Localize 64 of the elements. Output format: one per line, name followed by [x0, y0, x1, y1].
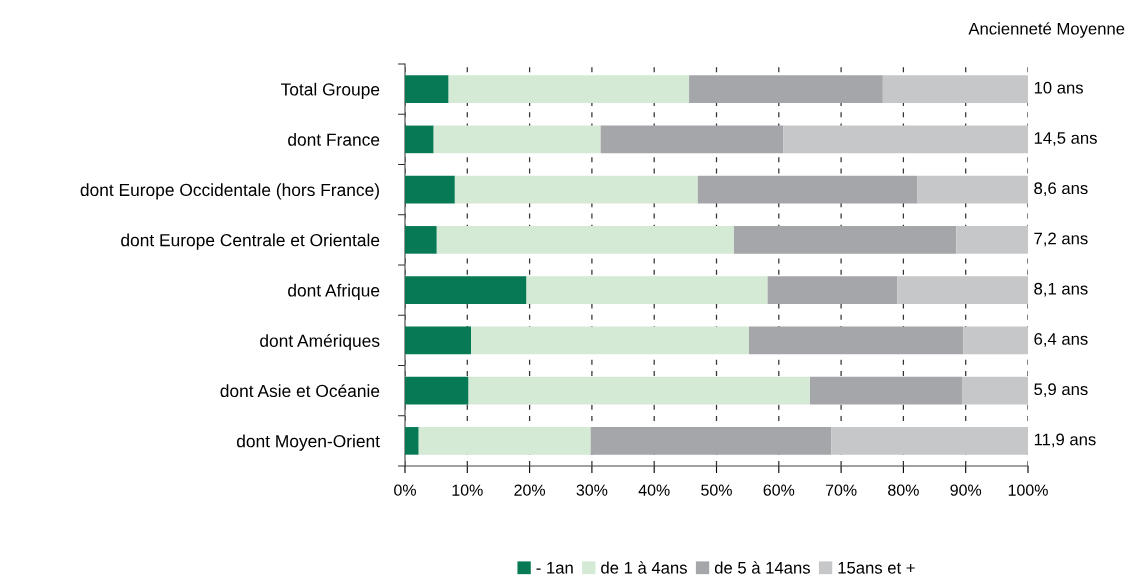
bar [405, 376, 469, 405]
text: 6,4 ans [1034, 333, 1088, 347]
bar [689, 75, 883, 103]
bar [405, 276, 527, 304]
bar [961, 376, 1028, 405]
bar [405, 125, 434, 154]
bar [897, 276, 1028, 304]
bar [831, 427, 1028, 455]
legend-label: de 1 à 4ans [601, 561, 687, 574]
text: 8,6 ans [1034, 182, 1088, 197]
y-tick-label: dont Moyen-Orient [236, 434, 380, 451]
x-tick-label: 70% [825, 484, 857, 496]
x-tick-label: 0% [394, 484, 416, 496]
bar [748, 326, 964, 355]
bar [471, 326, 749, 355]
bar [767, 276, 898, 304]
legend-label: de 5 à 14ans [714, 561, 810, 574]
bar [963, 326, 1028, 355]
text: 11,9 ans [1034, 433, 1096, 448]
text: Ancienneté Moyenne [968, 22, 1125, 38]
bar [448, 75, 690, 103]
text: 5,9 ans [1034, 383, 1088, 398]
bar [600, 125, 784, 154]
legend-label: - 1an [536, 562, 573, 574]
bar [783, 125, 1028, 154]
x-tick-label: 90% [950, 484, 982, 496]
y-tick-label: dont Amériques [260, 333, 380, 351]
bar [590, 427, 832, 455]
x-tick-label: 80% [888, 484, 919, 496]
y-tick-label: dont France [288, 133, 380, 146]
legend-label: 15ans et + [838, 562, 915, 574]
bar [809, 376, 962, 405]
text: 14,5 ans [1034, 132, 1097, 146]
x-tick-label: 100% [1008, 484, 1048, 496]
y-tick-label: Total Groupe [281, 82, 380, 100]
bar [526, 276, 768, 304]
bar [436, 226, 734, 254]
bar [882, 75, 1028, 103]
y-tick-label: dont Asie et Océanie [220, 384, 380, 398]
bar [433, 125, 601, 154]
y-tick-label: dont Afrique [288, 283, 380, 301]
text: 8,1 ans [1034, 282, 1088, 297]
x-tick-label: 50% [701, 484, 732, 496]
bar [956, 226, 1028, 254]
bar [733, 226, 957, 254]
x-tick-label: 30% [576, 484, 608, 496]
bar [454, 175, 698, 204]
bar [418, 427, 591, 455]
text: 10 ans [1034, 81, 1083, 94]
bar [405, 226, 437, 254]
bar [917, 175, 1028, 204]
bar [405, 175, 455, 204]
y-tick-label: dont Europe Centrale et Orientale [121, 233, 380, 250]
x-tick-label: 10% [452, 484, 483, 496]
x-tick-label: 20% [514, 484, 546, 496]
bar [405, 427, 419, 455]
bar [405, 75, 449, 103]
x-tick-label: 40% [638, 484, 670, 496]
bar [468, 376, 810, 405]
text: 7,2 ans [1034, 232, 1088, 247]
bar [405, 326, 472, 355]
x-tick-label: 60% [763, 484, 795, 496]
y-tick-label: dont Europe Occidentale (hors France) [80, 183, 379, 200]
bar [697, 175, 918, 204]
